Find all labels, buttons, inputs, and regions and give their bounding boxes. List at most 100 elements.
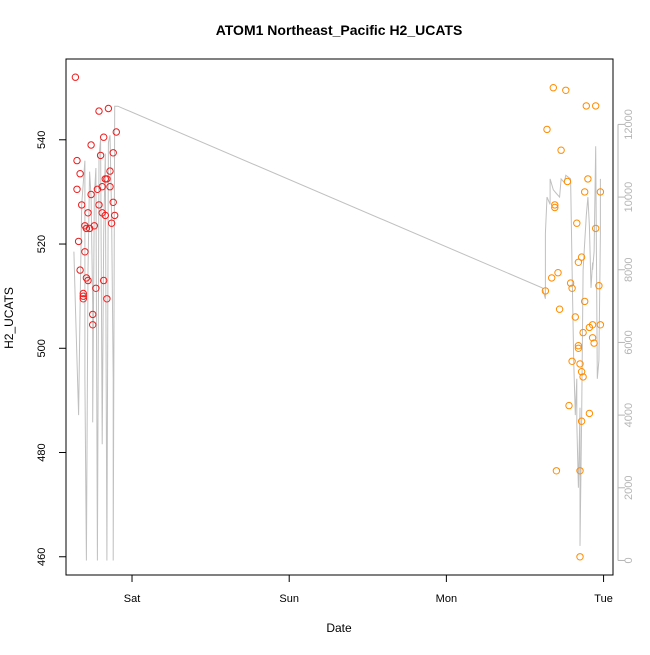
data-point [541, 287, 550, 295]
data-point [579, 328, 587, 337]
x-tick-label: Sun [279, 593, 299, 605]
data-point [84, 209, 92, 217]
data-point [73, 185, 81, 194]
data-point [112, 128, 121, 136]
data-point [576, 467, 584, 475]
data-point [100, 133, 108, 141]
x-axis: Sat Sun Mon Tue [124, 575, 613, 605]
data-point [76, 170, 84, 178]
data-point [585, 409, 594, 418]
y2-tick-label: 8000 [623, 258, 635, 282]
data-point [87, 141, 95, 149]
y-tick-label: 480 [36, 443, 48, 461]
data-point [565, 401, 573, 410]
plot-frame [65, 58, 614, 576]
data-point [568, 357, 576, 365]
data-point [571, 313, 579, 321]
data-point [566, 279, 575, 287]
y2-tick-label: 4000 [623, 403, 635, 427]
y-tick-label: 540 [36, 131, 48, 149]
x-tick-label: Mon [436, 593, 457, 605]
data-point [576, 360, 584, 368]
data-point [111, 211, 119, 220]
data-point [106, 183, 114, 191]
data-point [590, 339, 598, 347]
data-point [79, 289, 88, 298]
data-point [581, 188, 589, 196]
y2-tick-label: 12000 [623, 109, 635, 140]
chart-title: ATOM1 Northeast_Pacific H2_UCATS [216, 22, 463, 38]
data-point [596, 188, 605, 196]
data-point [551, 203, 559, 212]
data-point [581, 297, 589, 306]
data-point [71, 73, 80, 81]
data-point [563, 177, 572, 186]
y-axis-right: 0 2000 4000 6000 8000 10000 12000 [617, 109, 635, 564]
data-point [577, 368, 586, 376]
data-point [104, 104, 113, 113]
data-point [554, 269, 562, 277]
data-point [576, 553, 584, 561]
x-tick-label: Tue [594, 593, 613, 605]
y2-tick-label: 10000 [623, 182, 635, 213]
data-point [573, 219, 581, 227]
data-point [551, 201, 559, 209]
data-point [574, 342, 583, 350]
data-point [74, 237, 83, 246]
x-axis-label: Date [326, 621, 352, 635]
data-point [552, 467, 561, 475]
data-point [555, 305, 564, 313]
data-point [577, 417, 586, 425]
data-point [592, 224, 600, 233]
data-point [90, 222, 99, 230]
data-point [84, 276, 92, 285]
y-tick-label: 460 [36, 548, 48, 566]
data-point [101, 211, 110, 220]
data-point [109, 149, 117, 157]
data-point [562, 86, 570, 95]
data-point [89, 321, 97, 329]
altitude-line [73, 105, 601, 561]
data-point [79, 295, 88, 303]
data-point [78, 201, 86, 209]
data-point [82, 224, 91, 233]
y-axis-left: 460 480 500 520 540 [36, 131, 66, 566]
data-point [574, 344, 583, 352]
y2-tick-label: 0 [623, 557, 635, 563]
data-point [98, 183, 106, 191]
y-axis-label: H2_UCATS [2, 287, 16, 349]
data-point [548, 274, 556, 282]
data-point [568, 284, 576, 292]
data-point [92, 284, 100, 292]
data-point [96, 151, 105, 160]
data-point [73, 156, 81, 165]
data-point [577, 253, 586, 261]
data-point [579, 373, 587, 381]
data-point [103, 295, 111, 303]
data-point [107, 219, 116, 227]
x-tick-label: Sat [124, 593, 141, 605]
data-point [81, 248, 89, 256]
data-point [100, 276, 108, 285]
data-point [595, 282, 603, 290]
data-point [106, 167, 114, 175]
y2-tick-label: 2000 [623, 476, 635, 500]
data-point [588, 321, 597, 329]
data-point [543, 125, 551, 134]
y-tick-label: 500 [36, 339, 48, 357]
data-point [109, 198, 117, 207]
data-point [574, 258, 583, 266]
data-point [95, 107, 103, 115]
y-tick-label: 520 [36, 235, 48, 253]
data-point [95, 201, 103, 209]
y2-tick-label: 6000 [623, 330, 635, 354]
data-point [87, 190, 95, 199]
data-point [76, 266, 84, 274]
data-point [79, 292, 88, 300]
points-layer [71, 73, 605, 561]
altitude-line-layer [73, 105, 601, 561]
data-point [584, 175, 592, 183]
data-point [549, 84, 557, 92]
